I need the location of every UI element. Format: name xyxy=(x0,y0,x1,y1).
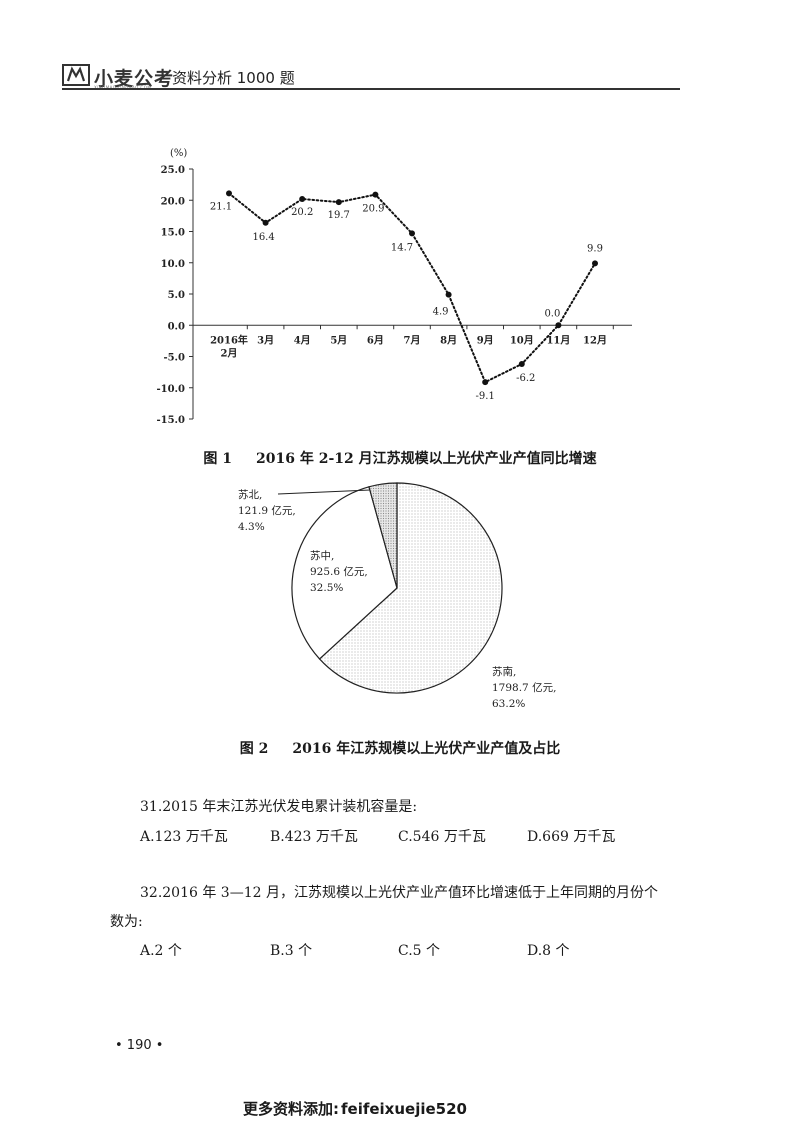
data-point xyxy=(335,199,342,206)
x-tick-label: 10月 xyxy=(510,334,534,346)
slice-name: 苏北, xyxy=(238,488,262,501)
question-32-option-b[interactable]: B.3 个 xyxy=(270,943,313,959)
data-label: 19.7 xyxy=(328,210,350,221)
slice-percent: 32.5% xyxy=(310,582,343,594)
slice-value: 1798.7 亿元, xyxy=(492,681,556,694)
data-point xyxy=(409,230,415,237)
y-tick-label: -15.0 xyxy=(156,415,185,426)
x-tick-label: 3月 xyxy=(257,334,274,346)
book-title: 资料分析 1000 题 xyxy=(172,69,295,87)
footer: 更多资料添加: feifeixuejie520 xyxy=(0,1098,710,1119)
data-label: 20.9 xyxy=(362,204,384,215)
x-tick-label: 4月 xyxy=(294,334,311,346)
slice-percent: 4.3% xyxy=(238,521,265,533)
question-32-text-line1: 32.2016 年 3—12 月，江苏规模以上光伏产业产值环比增速低于上年同期的… xyxy=(140,885,658,901)
y-tick-label: -5.0 xyxy=(163,353,185,364)
y-tick-label: -10.0 xyxy=(156,384,185,395)
data-label: 20.2 xyxy=(291,207,313,218)
footer-contact: feifeixuejie520 xyxy=(341,1100,467,1118)
brand-logo-icon xyxy=(62,64,90,86)
figure2-caption: 图 2 2016 年江苏规模以上光伏产业产值及占比 xyxy=(0,738,800,758)
slice-label: 苏南, 1798.7 亿元, 63.2% xyxy=(492,665,556,710)
footer-label: 更多资料添加: xyxy=(243,1100,339,1118)
x-tick-label: 9月 xyxy=(477,334,494,346)
question-32-option-a[interactable]: A.2 个 xyxy=(140,943,182,959)
slice-value: 121.9 亿元, xyxy=(238,504,296,517)
data-label: 4.9 xyxy=(433,307,449,318)
x-tick-label: 2016年 xyxy=(210,333,248,346)
data-point xyxy=(226,190,232,197)
y-tick-label: 25.0 xyxy=(161,165,185,176)
question-31-option-d[interactable]: D.669 万千瓦 xyxy=(527,829,616,845)
figure2-number: 图 2 xyxy=(239,741,269,757)
question-32-option-d[interactable]: D.8 个 xyxy=(527,943,570,959)
question-32-text-line2: 数为: xyxy=(110,914,143,930)
slice-value: 925.6 亿元, xyxy=(310,565,368,578)
question-31-option-b[interactable]: B.423 万千瓦 xyxy=(270,829,358,845)
data-label: 21.1 xyxy=(210,201,232,212)
y-tick-label: 20.0 xyxy=(161,196,185,207)
x-tick-label: 5月 xyxy=(330,334,347,346)
pie-slice xyxy=(318,482,503,694)
data-point xyxy=(518,361,525,367)
brand-name: 小麦公考 xyxy=(94,68,175,90)
data-point xyxy=(592,260,598,267)
question-31-option-c[interactable]: C.546 万千瓦 xyxy=(398,829,486,845)
page-number: • 190 • xyxy=(115,1038,164,1053)
data-label: 0.0 xyxy=(544,308,560,319)
y-tick-label: 0.0 xyxy=(168,321,185,332)
y-tick-label: 10.0 xyxy=(161,259,185,270)
slice-label: 苏中, 925.6 亿元, 32.5% xyxy=(310,549,368,594)
data-point xyxy=(482,379,489,386)
data-label: 14.7 xyxy=(391,242,413,253)
figure1-number: 图 1 xyxy=(203,451,232,467)
y-axis-unit: (%) xyxy=(170,148,187,159)
slice-name: 苏南, xyxy=(492,665,516,678)
question-31-option-a[interactable]: A.123 万千瓦 xyxy=(140,829,228,845)
data-point xyxy=(299,196,306,202)
data-point xyxy=(262,219,269,226)
pie-slice xyxy=(368,482,398,589)
x-tick-label: 11月 xyxy=(546,334,570,346)
data-label: -6.2 xyxy=(516,373,535,384)
x-tick-label: 12月 xyxy=(583,334,607,346)
figure2-title: 2016 年江苏规模以上光伏产业产值及占比 xyxy=(292,741,561,757)
slice-percent: 63.2% xyxy=(492,698,525,710)
data-label: 16.4 xyxy=(252,232,274,243)
y-tick-label: 5.0 xyxy=(168,290,185,301)
y-tick-label: 15.0 xyxy=(161,228,185,239)
pie-slice xyxy=(291,486,398,660)
data-point xyxy=(445,291,452,298)
question-32-option-c[interactable]: C.5 个 xyxy=(398,943,441,959)
data-label: 9.9 xyxy=(587,243,603,254)
figure1-title: 2016 年 2-12 月江苏规模以上光伏产业产值同比增速 xyxy=(256,451,597,467)
question-31-text: 31.2015 年末江苏光伏发电累计装机容量是: xyxy=(140,799,418,815)
brand-url: XIAOMAIGONGKAO.COM xyxy=(94,85,151,90)
slice-name: 苏中, xyxy=(310,549,334,562)
pie-chart: 苏南, 1798.7 亿元, 63.2% 苏中, 925.6 亿元, 32.5% 苏北, 12… xyxy=(238,482,556,710)
x-tick-label: 8月 xyxy=(440,334,457,346)
x-tick-label: 7月 xyxy=(404,334,421,346)
page-header: 小麦公考 XIAOMAIGONGKAO.COM 资料分析 1000 题 xyxy=(62,62,680,92)
data-point xyxy=(372,191,379,198)
data-label: -9.1 xyxy=(476,391,495,402)
data-point xyxy=(555,322,562,329)
figure1-caption: 图 1 2016 年 2-12 月江苏规模以上光伏产业产值同比增速 xyxy=(0,448,800,468)
x-tick-label: 2月 xyxy=(221,347,238,359)
x-tick-label: 6月 xyxy=(367,334,384,346)
line-chart: (%) 25.0 20.0 15.0 10.0 5.0 0.0 -5.0 -10.0 -15.0 2… xyxy=(156,148,632,426)
slice-label: 苏北, 121.9 亿元, 4.3% xyxy=(238,488,296,533)
header-rule xyxy=(62,88,680,90)
leader-line xyxy=(277,489,371,495)
